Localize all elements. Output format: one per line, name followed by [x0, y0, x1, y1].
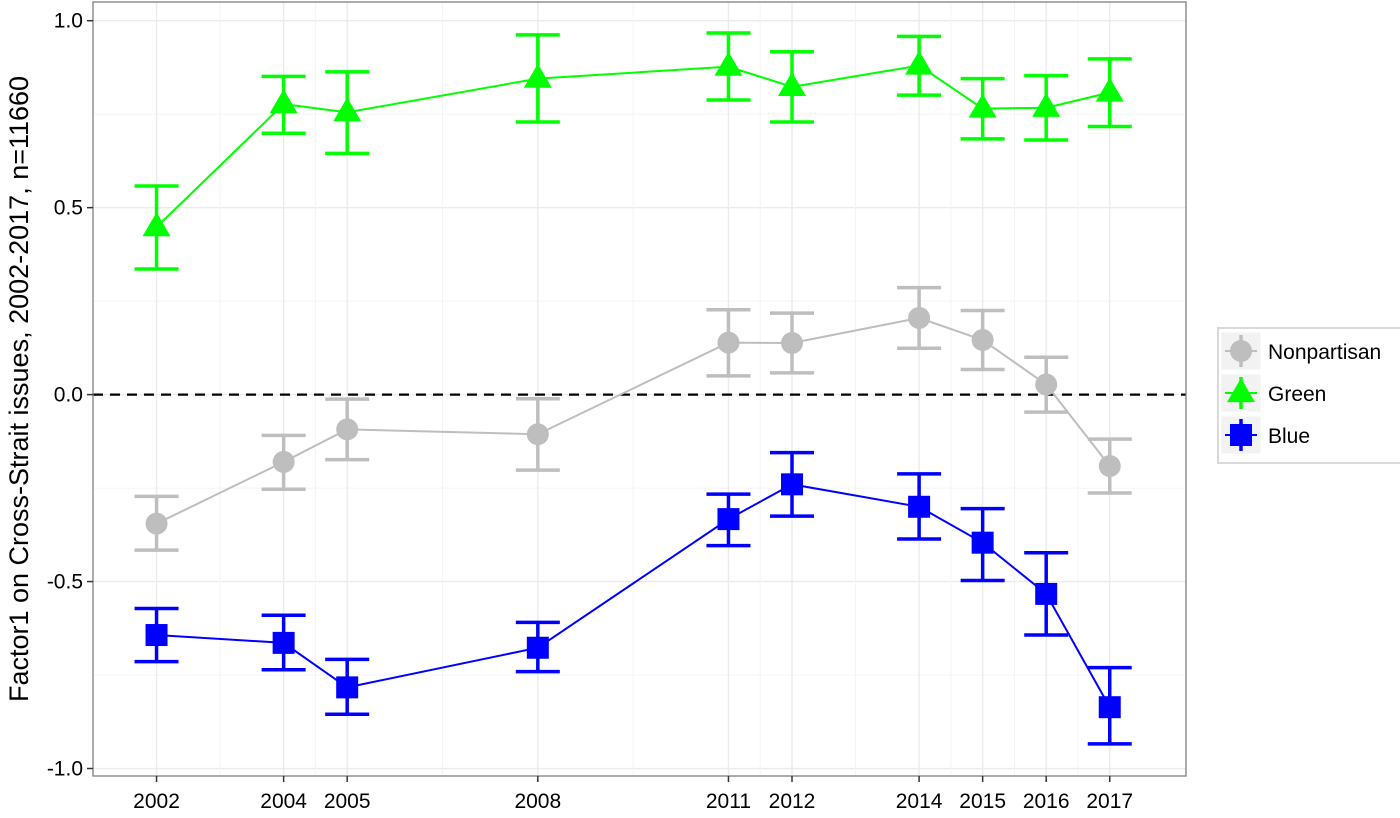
data-point [1098, 696, 1121, 719]
data-point [778, 71, 807, 96]
grid [93, 2, 1186, 776]
y-tick-label: -0.5 [47, 571, 83, 594]
data-point [1098, 455, 1121, 478]
data-point [971, 531, 994, 554]
y-axis-label: Factor1 on Cross-Strait issues, 2002-201… [4, 76, 34, 702]
legend-key-marker [1227, 378, 1255, 403]
y-tick-label: 0.5 [54, 197, 83, 220]
data-point [336, 676, 359, 699]
y-tick-label: -1.0 [47, 758, 83, 781]
data-point [968, 93, 997, 118]
data-point [142, 212, 171, 237]
data-point [717, 331, 740, 354]
data-point [717, 508, 740, 531]
legend-label: Green [1268, 383, 1326, 406]
x-tick-label: 2015 [959, 790, 1006, 813]
data-point [714, 51, 743, 76]
series-blue [134, 450, 1132, 746]
x-tick-label: 2011 [706, 790, 751, 813]
data-point [269, 89, 298, 114]
legend-item-blue: Blue [1220, 415, 1310, 455]
panel-border [92, 1, 1187, 777]
x-tick-label: 2008 [514, 790, 561, 813]
x-tick-label: 2002 [133, 790, 180, 813]
x-tick-label: 2005 [324, 790, 371, 813]
data-point [1035, 373, 1058, 396]
axes: 1.0 0.5 0.0 -0.5 -1.0 2002 2004 2005 2008 2011 201… [47, 10, 1133, 813]
legend-label: Nonpartisan [1268, 341, 1381, 364]
x-tick-label: 2012 [769, 790, 816, 813]
x-tick-label: 2016 [1023, 790, 1070, 813]
y-tick-label: 1.0 [54, 10, 83, 33]
data-point [145, 624, 168, 647]
series-layer [134, 31, 1132, 746]
x-tick-label: 2004 [260, 790, 307, 813]
legend-key-marker [1230, 424, 1252, 446]
data-point [145, 512, 168, 535]
data-point [336, 418, 359, 441]
legend-label: Blue [1268, 425, 1310, 448]
y-tick-label: 0.0 [54, 384, 83, 407]
data-point [908, 495, 931, 518]
series-green [134, 31, 1132, 271]
x-tick-label: 2014 [896, 790, 943, 813]
legend-key-marker [1230, 340, 1252, 362]
data-point [526, 423, 549, 446]
data-point [272, 450, 295, 473]
data-point [905, 50, 934, 75]
x-tick-label: 2017 [1086, 790, 1133, 813]
legend-item-green: Green [1220, 373, 1326, 413]
data-point [523, 63, 552, 88]
data-point [781, 332, 804, 355]
data-point [333, 97, 362, 122]
legend: Nonpartisan Green Blue [1217, 327, 1400, 464]
series-line [156, 483, 1111, 708]
series-line [156, 316, 1111, 525]
data-point [971, 329, 994, 352]
data-point [1095, 77, 1124, 102]
data-point [1032, 92, 1061, 117]
data-point [781, 473, 804, 496]
series-nonpartisan [134, 285, 1132, 552]
data-point [526, 636, 549, 659]
series-line [155, 64, 1110, 228]
data-point [1035, 582, 1058, 605]
data-point [908, 306, 931, 329]
legend-item-nonpartisan: Nonpartisan [1220, 331, 1381, 371]
data-point [272, 631, 295, 654]
